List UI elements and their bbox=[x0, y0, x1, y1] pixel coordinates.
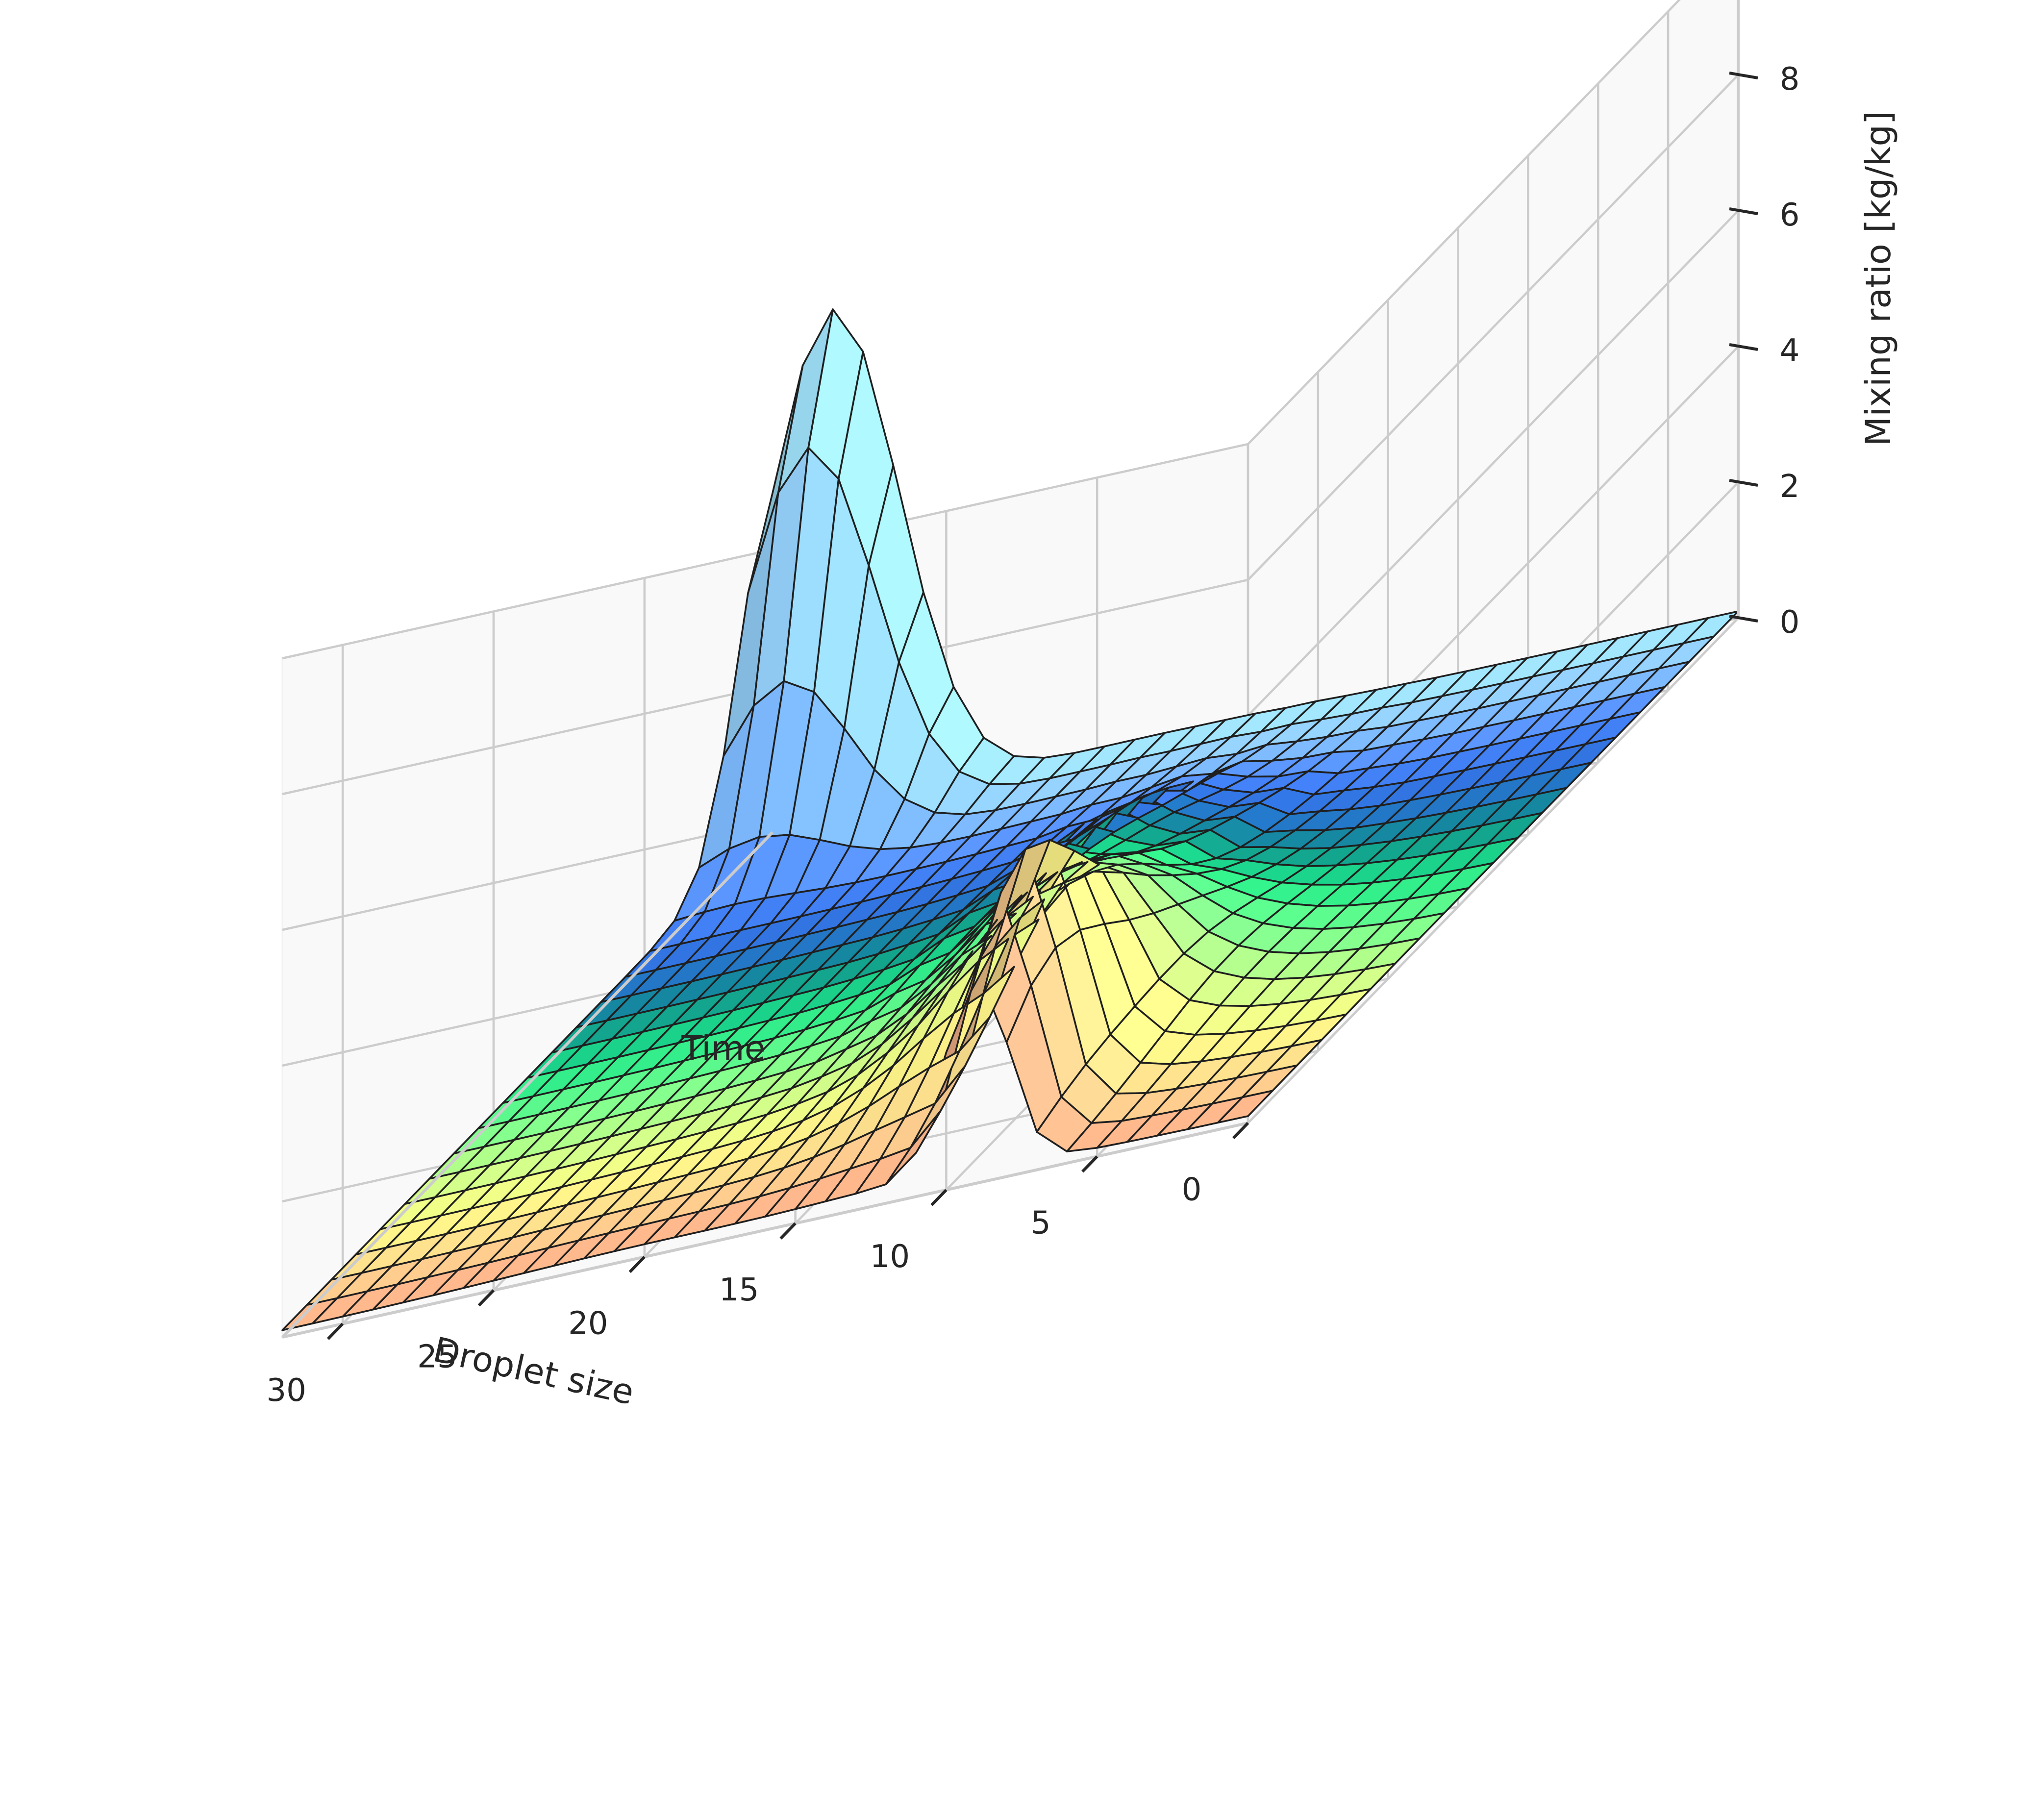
z-tick-label: 4 bbox=[1780, 333, 1800, 369]
x-axis-line bbox=[282, 1122, 1248, 1339]
z-grid-line-back bbox=[1247, 0, 1681, 445]
z-tick-mark bbox=[1729, 479, 1758, 487]
z-tick-label: 0 bbox=[1780, 604, 1800, 641]
y-axis-line bbox=[281, 831, 774, 1339]
z-tick-mark bbox=[1729, 343, 1758, 351]
x-tick-mark bbox=[779, 1222, 797, 1240]
x-tick-label: 5 bbox=[1031, 1205, 1051, 1242]
x-tick-mark bbox=[477, 1289, 495, 1307]
x-tick-label: 10 bbox=[870, 1239, 910, 1275]
y-axis-label: Time bbox=[681, 1028, 765, 1069]
x-tick-label: 0 bbox=[1182, 1172, 1202, 1208]
x-tick-mark bbox=[930, 1189, 948, 1206]
z-tick-mark bbox=[1729, 615, 1758, 623]
z-tick-label: 6 bbox=[1780, 197, 1800, 233]
z-tick-mark bbox=[1729, 207, 1758, 215]
x-tick-mark bbox=[628, 1256, 646, 1273]
x-tick-mark bbox=[1081, 1155, 1098, 1173]
surface-mesh bbox=[281, 308, 1739, 1331]
x-tick-label: 25 bbox=[417, 1339, 457, 1375]
z-tick-label: 2 bbox=[1780, 469, 1800, 505]
z-grid-line-back bbox=[1247, 74, 1739, 581]
x-tick-mark bbox=[1232, 1122, 1249, 1139]
x-tick-label: 30 bbox=[266, 1372, 306, 1409]
x-tick-label: 15 bbox=[719, 1272, 759, 1308]
axes-frame: 0510152025300246810 bbox=[266, 0, 1800, 1409]
x-tick-label: 20 bbox=[568, 1305, 608, 1342]
x-axis-label: Droplet size bbox=[429, 1329, 637, 1413]
x-tick-mark bbox=[326, 1322, 344, 1340]
z-tick-label: 8 bbox=[1780, 61, 1800, 98]
x-grid-line-floor bbox=[1247, 617, 1739, 1124]
z-tick-mark bbox=[1729, 72, 1758, 79]
z-grid-line-back bbox=[1247, 210, 1739, 717]
z-axis-label: Mixing ratio [kg/kg] bbox=[1858, 111, 1898, 447]
